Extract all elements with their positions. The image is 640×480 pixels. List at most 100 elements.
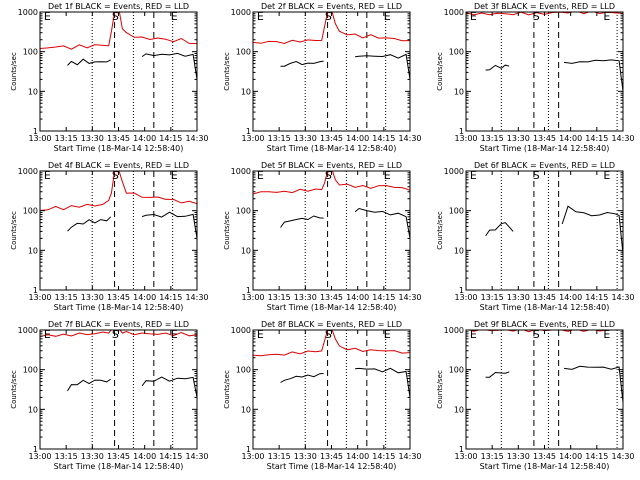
y-tick-label: 1 <box>246 286 251 295</box>
x-tick-label: 13:15 <box>268 134 291 143</box>
y-axis-label: Counts/sec <box>223 52 231 91</box>
lld-series-line <box>253 330 329 357</box>
x-axis-label: Start Time (18-Mar-14 12:58:40) <box>480 303 610 312</box>
events-series-line <box>67 58 111 66</box>
x-tick-label: 14:30 <box>611 293 634 302</box>
marker-label: S <box>112 169 119 182</box>
marker-label: E <box>171 10 178 23</box>
y-tick-label: 100 <box>23 48 38 57</box>
x-tick-label: 13:30 <box>81 452 104 461</box>
y-tick-label: 1 <box>246 127 251 136</box>
x-tick-label: 13:00 <box>241 293 264 302</box>
y-tick-label: 1000 <box>231 167 251 176</box>
x-tick-label: 13:45 <box>533 293 556 302</box>
x-tick-label: 14:15 <box>585 293 608 302</box>
y-tick-label: 1 <box>459 445 464 454</box>
lld-series-line <box>40 330 115 337</box>
marker-label: S <box>533 169 540 182</box>
y-tick-label: 10 <box>454 246 464 255</box>
marker-label: E <box>171 328 178 341</box>
events-series-line <box>564 365 623 403</box>
x-tick-label: 14:00 <box>346 134 369 143</box>
events-series-line <box>355 53 410 80</box>
panel-title: Det 8f BLACK = Events, RED = LLD <box>261 320 402 329</box>
x-tick-label: 13:00 <box>454 134 477 143</box>
events-series-line <box>561 205 623 255</box>
y-tick-label: 1 <box>459 286 464 295</box>
x-tick-label: 13:45 <box>107 134 130 143</box>
y-axis-label: Counts/sec <box>10 211 18 250</box>
y-tick-label: 1000 <box>444 167 464 176</box>
marker-label: E <box>257 328 264 341</box>
marker-label: S <box>533 328 540 341</box>
x-tick-label: 13:30 <box>507 452 530 461</box>
panel-title: Det 7f BLACK = Events, RED = LLD <box>48 320 189 329</box>
marker-label: E <box>384 328 391 341</box>
x-axis-label: Start Time (18-Mar-14 12:58:40) <box>54 303 184 312</box>
events-series-line <box>280 373 324 383</box>
x-tick-label: 13:00 <box>28 452 51 461</box>
x-tick-label: 13:15 <box>268 452 291 461</box>
marker-label: S <box>325 169 332 182</box>
y-tick-label: 10 <box>28 246 38 255</box>
y-axis-label: Counts/sec <box>436 52 444 91</box>
x-tick-label: 14:30 <box>611 452 634 461</box>
y-tick-label: 100 <box>23 207 38 216</box>
x-tick-label: 14:30 <box>185 293 208 302</box>
x-tick-label: 13:30 <box>507 293 530 302</box>
x-tick-label: 14:00 <box>133 134 156 143</box>
y-tick-label: 100 <box>236 366 251 375</box>
x-tick-label: 13:30 <box>81 293 104 302</box>
marker-label: E <box>384 10 391 23</box>
panel-title: Det 3f BLACK = Events, RED = LLD <box>474 2 615 11</box>
x-tick-label: 13:45 <box>107 293 130 302</box>
marker-label: E <box>603 328 610 341</box>
x-tick-label: 14:15 <box>372 293 395 302</box>
y-tick-label: 100 <box>236 48 251 57</box>
x-tick-label: 14:15 <box>159 293 182 302</box>
x-tick-label: 13:00 <box>241 134 264 143</box>
marker-label: E <box>257 169 264 182</box>
marker-label: E <box>44 169 51 182</box>
panel-title: Det 9f BLACK = Events, RED = LLD <box>474 320 615 329</box>
x-tick-label: 14:00 <box>133 452 156 461</box>
marker-label: S <box>112 328 119 341</box>
x-tick-label: 13:00 <box>454 452 477 461</box>
events-series-line <box>355 367 410 398</box>
y-tick-label: 100 <box>449 207 464 216</box>
x-axis-label: Start Time (18-Mar-14 12:58:40) <box>267 303 397 312</box>
y-tick-label: 10 <box>241 405 251 414</box>
marker-label: E <box>171 169 178 182</box>
x-tick-label: 13:45 <box>320 452 343 461</box>
marker-label: E <box>44 10 51 23</box>
events-series-line <box>485 222 514 237</box>
events-series-line <box>564 59 623 92</box>
x-tick-label: 14:00 <box>346 452 369 461</box>
y-tick-label: 1 <box>33 127 38 136</box>
y-tick-label: 100 <box>449 48 464 57</box>
events-series-line <box>354 207 410 239</box>
x-tick-label: 13:30 <box>294 293 317 302</box>
lld-series-line <box>253 12 329 45</box>
y-tick-label: 1000 <box>18 167 38 176</box>
x-tick-label: 14:30 <box>398 134 421 143</box>
marker-label: E <box>257 10 264 23</box>
x-tick-label: 13:45 <box>320 293 343 302</box>
y-axis-label: Counts/sec <box>223 211 231 250</box>
lld-series-line <box>114 171 197 205</box>
events-series-line <box>141 52 197 80</box>
lld-series-line <box>114 330 197 337</box>
y-tick-label: 10 <box>28 405 38 414</box>
y-tick-label: 10 <box>454 87 464 96</box>
y-tick-label: 100 <box>236 207 251 216</box>
panel-title: Det 4f BLACK = Events, RED = LLD <box>48 161 189 170</box>
panel-title: Det 6f BLACK = Events, RED = LLD <box>474 161 615 170</box>
x-tick-label: 13:00 <box>241 452 264 461</box>
x-tick-label: 13:30 <box>294 134 317 143</box>
marker-label: E <box>44 328 51 341</box>
y-axis-label: Counts/sec <box>436 211 444 250</box>
